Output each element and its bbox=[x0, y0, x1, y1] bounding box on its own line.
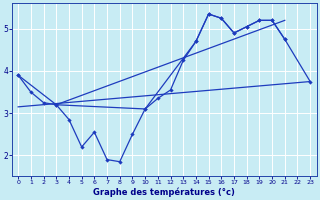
X-axis label: Graphe des températures (°c): Graphe des températures (°c) bbox=[93, 187, 235, 197]
